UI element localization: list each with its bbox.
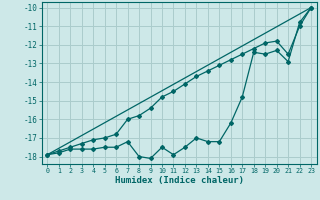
X-axis label: Humidex (Indice chaleur): Humidex (Indice chaleur) [115, 176, 244, 185]
